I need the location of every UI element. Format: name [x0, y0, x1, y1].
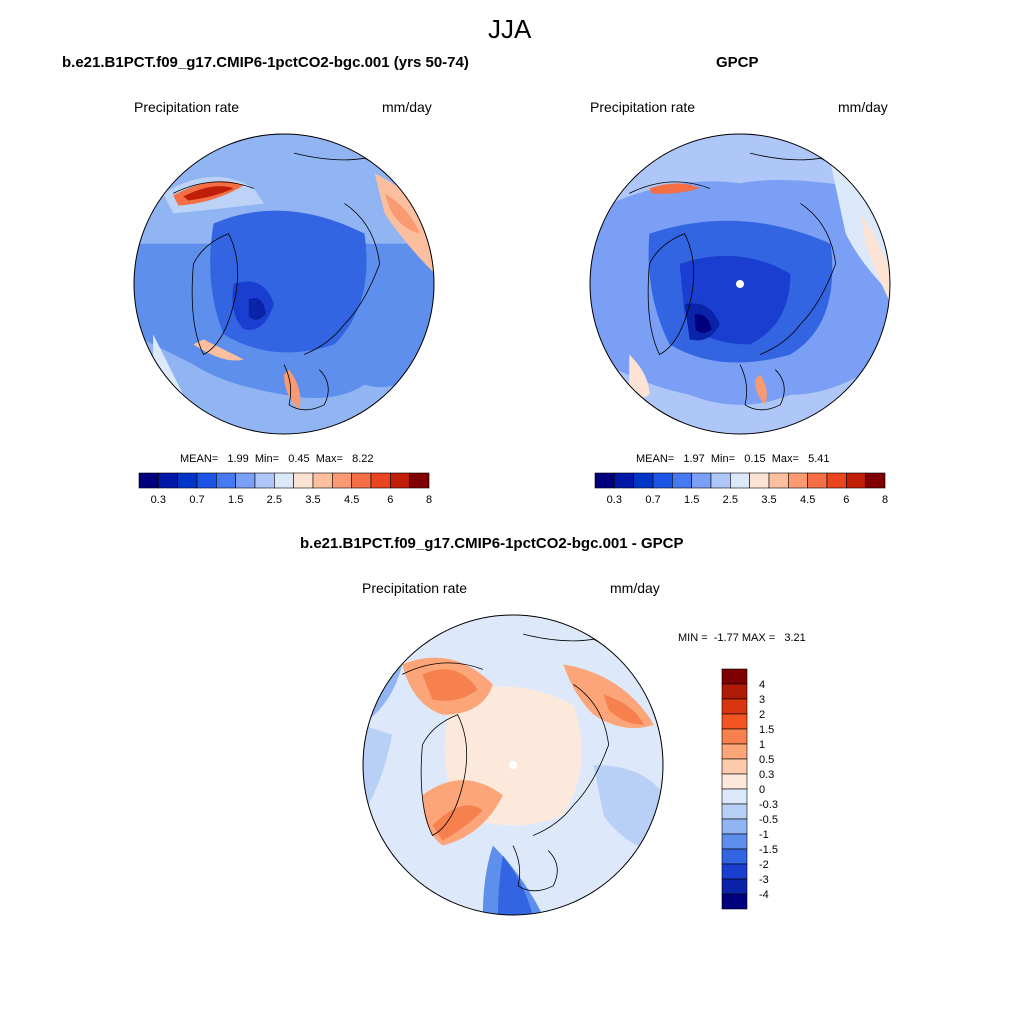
model-colorbar-tick-label: 0.3 [151, 494, 166, 506]
model-colorbar-swatch [254, 472, 275, 489]
model-colorbar: 0.3 0.7 1.5 2.5 3.5 4.5 6 8 [138, 472, 432, 506]
model-colorbar-swatch [332, 472, 352, 489]
diff-colorbar-swatch [721, 818, 748, 835]
model-colorbar-tick-label: 3.5 [305, 494, 320, 506]
diff-colorbar-tick-label: 0 [759, 784, 765, 796]
model-colorbar-swatch [390, 472, 410, 489]
obs-colorbar-tick-label: 0.7 [645, 494, 660, 506]
diff-colorbar-tick-label: 2 [759, 709, 765, 721]
model-colorbar-tick-label: 2.5 [267, 494, 282, 506]
diff-colorbar-swatch [721, 698, 748, 715]
model-colorbar-tick-label: 4.5 [344, 494, 359, 506]
model-stats: MEAN= 1.99 Min= 0.45 Max= 8.22 [180, 453, 374, 465]
obs-colorbar-swatch [691, 472, 712, 489]
model-colorbar-swatch [274, 472, 294, 489]
obs-colorbar-swatch [865, 472, 886, 489]
obs-colorbar-swatch [768, 472, 789, 489]
diff-colorbar-tick-label: 0.5 [759, 754, 774, 766]
diff-colorbar-swatch [721, 788, 748, 805]
obs-colorbar-swatch [749, 472, 770, 489]
obs-colorbar-swatch [633, 472, 654, 489]
diff-colorbar-tick-label: -1.5 [759, 844, 778, 856]
obs-colorbar: 0.3 0.7 1.5 2.5 3.5 4.5 6 8 [594, 472, 888, 506]
diff-colorbar-swatch [721, 758, 748, 775]
model-right-label: mm/day [382, 99, 432, 115]
diff-colorbar-swatch [721, 848, 748, 865]
model-colorbar-swatch [235, 472, 256, 489]
obs-colorbar-tick-label: 6 [843, 494, 849, 506]
diff-colorbar-tick-label: -2 [759, 859, 769, 871]
diff-colorbar: 4 3 2 1.5 1 0.5 0.3 0 -0.3 -0.5 -1 -1.5 -2 -3 -4 [721, 668, 778, 910]
obs-colorbar-tick-label: 8 [882, 494, 888, 506]
model-colorbar-swatch [158, 472, 178, 489]
diff-colorbar-swatch [721, 773, 748, 790]
obs-colorbar-swatch [846, 472, 866, 489]
obs-colorbar-tick-label: 2.5 [723, 494, 738, 506]
obs-colorbar-tick-label: 0.3 [607, 494, 622, 506]
obs-colorbar-swatch [652, 472, 673, 489]
diff-colorbar-swatch [721, 728, 748, 745]
diff-colorbar-tick-label: 0.3 [759, 769, 774, 781]
obs-colorbar-swatch [730, 472, 750, 489]
obs-panel-title: GPCP [716, 54, 759, 71]
obs-polar-map [589, 133, 891, 435]
diff-colorbar-swatch [721, 713, 748, 730]
obs-right-label: mm/day [838, 99, 888, 115]
model-colorbar-swatch [196, 472, 217, 489]
model-colorbar-swatch [216, 472, 236, 489]
obs-stats: MEAN= 1.97 Min= 0.15 Max= 5.41 [636, 453, 830, 465]
model-colorbar-swatch [138, 472, 159, 489]
diff-left-label: Precipitation rate [362, 580, 468, 596]
model-colorbar-tick-label: 0.7 [189, 494, 204, 506]
obs-colorbar-tick-label: 4.5 [800, 494, 815, 506]
diff-colorbar-tick-label: 1 [759, 739, 765, 751]
diff-polar-map [362, 614, 664, 916]
model-left-label: Precipitation rate [134, 99, 240, 115]
diff-panel-title: b.e21.B1PCT.f09_g17.CMIP6-1pctCO2-bgc.00… [300, 535, 684, 552]
diff-colorbar-tick-label: 3 [759, 694, 765, 706]
obs-left-label: Precipitation rate [590, 99, 696, 115]
diff-stats: MIN = -1.77 MAX = 3.21 [678, 632, 806, 644]
obs-colorbar-swatch [710, 472, 731, 489]
obs-colorbar-swatch [807, 472, 828, 489]
model-colorbar-swatch [351, 472, 372, 489]
model-colorbar-tick-label: 8 [426, 494, 432, 506]
diff-colorbar-tick-label: -3 [759, 874, 769, 886]
diff-colorbar-swatch [721, 878, 748, 895]
model-colorbar-swatch [293, 472, 314, 489]
diff-colorbar-tick-label: -1 [759, 829, 769, 841]
model-colorbar-swatch [370, 472, 391, 489]
model-colorbar-swatch [312, 472, 333, 489]
obs-colorbar-swatch [594, 472, 615, 489]
model-panel-title: b.e21.B1PCT.f09_g17.CMIP6-1pctCO2-bgc.00… [62, 54, 469, 71]
obs-colorbar-tick-label: 1.5 [684, 494, 699, 506]
diff-colorbar-swatch [721, 743, 748, 760]
model-polar-map [133, 133, 435, 435]
diff-colorbar-tick-label: -0.3 [759, 799, 778, 811]
diff-colorbar-swatch [721, 863, 748, 880]
diff-colorbar-tick-label: 1.5 [759, 724, 774, 736]
model-colorbar-tick-label: 6 [387, 494, 393, 506]
obs-colorbar-tick-label: 3.5 [761, 494, 776, 506]
diff-colorbar-swatch [721, 803, 748, 820]
diff-colorbar-swatch [721, 668, 748, 685]
diff-colorbar-tick-label: -4 [759, 889, 769, 901]
diff-colorbar-swatch [721, 833, 748, 850]
model-colorbar-swatch [409, 472, 430, 489]
diff-colorbar-tick-label: 4 [759, 679, 765, 691]
obs-colorbar-swatch [826, 472, 847, 489]
diff-right-label: mm/day [610, 580, 660, 596]
season-title: JJA [488, 14, 532, 44]
model-colorbar-swatch [177, 472, 198, 489]
diff-colorbar-swatch [721, 683, 748, 700]
obs-colorbar-swatch [672, 472, 692, 489]
diff-colorbar-tick-label: -0.5 [759, 814, 778, 826]
obs-colorbar-swatch [614, 472, 634, 489]
obs-colorbar-swatch [788, 472, 808, 489]
model-colorbar-tick-label: 1.5 [228, 494, 243, 506]
diff-colorbar-swatch [721, 893, 748, 910]
